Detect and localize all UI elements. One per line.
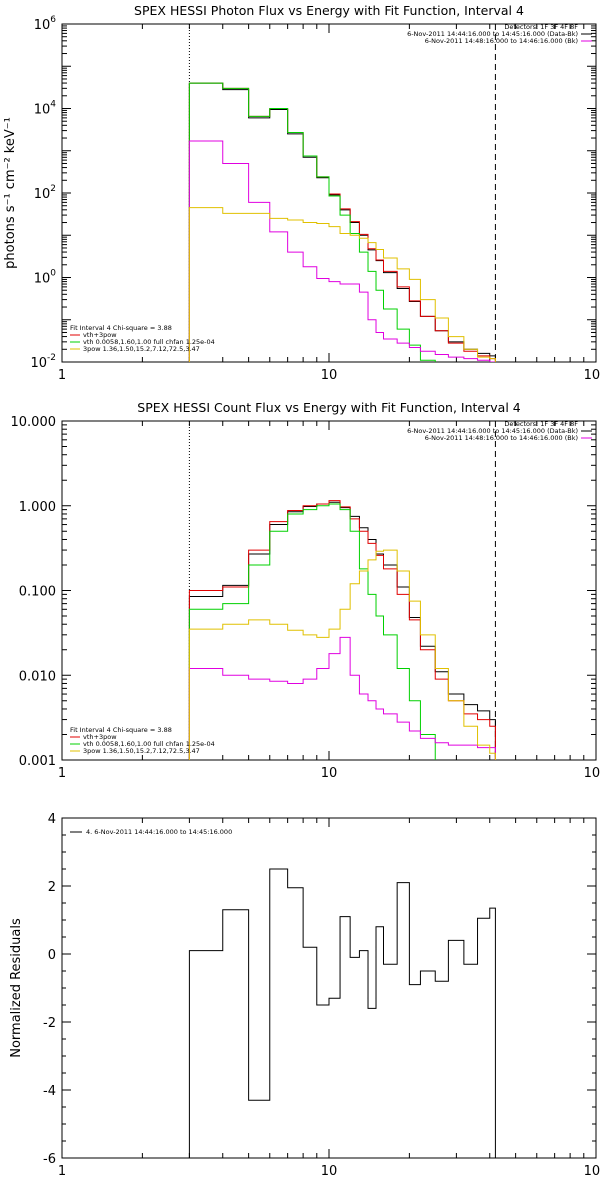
series-line-3 <box>188 503 496 760</box>
y-tick-label: 0.001 <box>19 754 56 769</box>
y-tick-exponent: 4 <box>50 100 56 110</box>
y-tick-label: -2 <box>43 1016 56 1031</box>
series-line-5 <box>188 549 496 760</box>
series-line-4 <box>188 636 496 760</box>
series-line-5 <box>188 207 496 362</box>
legend-entry: Detectors: 1F 3F 4F 8F <box>504 23 578 31</box>
fit-legend-entry: Fit Interval 4 Chi-square = 3.88 <box>70 726 172 734</box>
chart-panel-1: SPEX HESSI Photon Flux vs Energy with Fi… <box>3 3 600 383</box>
x-tick-label: 100 <box>584 368 600 383</box>
series-group <box>188 500 496 760</box>
y-tick-exponent: 0 <box>50 269 56 279</box>
x-tick-label: 100 <box>584 766 600 781</box>
y-axis-label: Normalized Residuals <box>9 918 24 1058</box>
y-tick-label: 0 <box>48 948 56 963</box>
y-tick-label: 106 <box>34 15 57 33</box>
fit-legend-entry: vth+3pow <box>83 733 117 741</box>
y-tick-label: 102 <box>34 184 56 202</box>
x-tick-label: 1 <box>58 1164 66 1179</box>
y-tick-base: 10 <box>34 187 51 202</box>
y-axis-label: photons s⁻¹ cm⁻² keV⁻¹ <box>3 117 18 269</box>
fit-legend-entry: vth 0.0058,1.60,1.00 full chfan 1.25e-04 <box>83 740 215 748</box>
plot-frame <box>61 420 597 761</box>
y-tick-label: 100 <box>34 269 57 287</box>
chart-title: SPEX HESSI Photon Flux vs Energy with Fi… <box>134 3 524 18</box>
y-tick-label: -4 <box>43 1084 56 1099</box>
series-line-2 <box>188 500 496 760</box>
series-group <box>188 868 496 1158</box>
y-tick-label: 0.010 <box>19 669 56 684</box>
legend-entry: 4. 6-Nov-2011 14:44:16.000 to 14:45:16.0… <box>86 828 232 836</box>
y-tick-exponent: 2 <box>50 184 56 194</box>
y-tick-exponent: -2 <box>47 353 56 363</box>
fit-legend-entry: vth 0.0058,1.60,1.00 full chfan 1.25e-04 <box>83 338 215 346</box>
x-tick-label: 1 <box>58 766 66 781</box>
y-tick-base: 10 <box>30 356 47 371</box>
fit-legend-entry: Fit Interval 4 Chi-square = 3.88 <box>70 324 172 332</box>
chart-title: SPEX HESSI Count Flux vs Energy with Fit… <box>137 400 520 415</box>
y-tick-label: 104 <box>34 100 57 118</box>
x-tick-label: 10 <box>321 766 338 781</box>
x-tick-label: 100 <box>584 1164 600 1179</box>
series-line-2 <box>188 82 496 362</box>
y-tick-base: 10 <box>34 103 51 118</box>
series-line-1 <box>188 868 496 1158</box>
series-group <box>188 82 496 362</box>
y-tick-label: 1.000 <box>19 500 56 515</box>
series-line-4 <box>188 140 496 362</box>
series-line-1 <box>188 82 496 362</box>
legend-entry: 6-Nov-2011 14:48:16.000 to 14:46:16.000 … <box>425 37 578 45</box>
y-tick-label: 2 <box>48 880 56 895</box>
fit-legend-entry: 3pow 1.36,1.50,15.2,7.12,72.5,3.47 <box>83 747 200 755</box>
legend-entry: Detectors: 1F 3F 4F 8F <box>504 420 578 428</box>
legend-entry: 6-Nov-2011 14:44:16.000 to 14:45:16.000 … <box>407 30 578 38</box>
y-tick-label: 0.100 <box>19 585 56 600</box>
x-tick-label: 10 <box>321 368 338 383</box>
chart-panel-3: 1 10 100 -6 -4 -2 0 2 4 Normalized Residuals 4. 6-… <box>9 812 600 1179</box>
y-tick-label: 4 <box>48 812 56 827</box>
x-tick-label: 10 <box>321 1164 338 1179</box>
legend-entry: 6-Nov-2011 14:44:16.000 to 14:45:16.000 … <box>407 427 578 435</box>
series-line-3 <box>188 82 496 362</box>
y-tick-label: 10.000 <box>11 415 57 430</box>
chart-panel-2: SPEX HESSI Count Flux vs Energy with Fit… <box>11 400 600 781</box>
y-tick-base: 10 <box>34 18 51 33</box>
fit-legend-entry: vth+3pow <box>83 331 117 339</box>
series-line-1 <box>188 501 496 760</box>
y-tick-label: -6 <box>43 1152 56 1167</box>
y-tick-base: 10 <box>34 272 51 287</box>
y-tick-label: 10-2 <box>30 353 56 371</box>
fit-legend-entry: 3pow 1.36,1.50,15.2,7.12,72.5,3.47 <box>83 345 200 353</box>
legend-entry: 6-Nov-2011 14:48:16.000 to 14:46:16.000 … <box>425 434 578 442</box>
plot-frame <box>61 817 597 1159</box>
y-tick-exponent: 6 <box>50 15 56 25</box>
x-tick-label: 1 <box>58 368 66 383</box>
